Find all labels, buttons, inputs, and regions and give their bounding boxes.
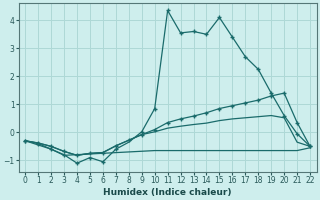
X-axis label: Humidex (Indice chaleur): Humidex (Indice chaleur) — [103, 188, 232, 197]
